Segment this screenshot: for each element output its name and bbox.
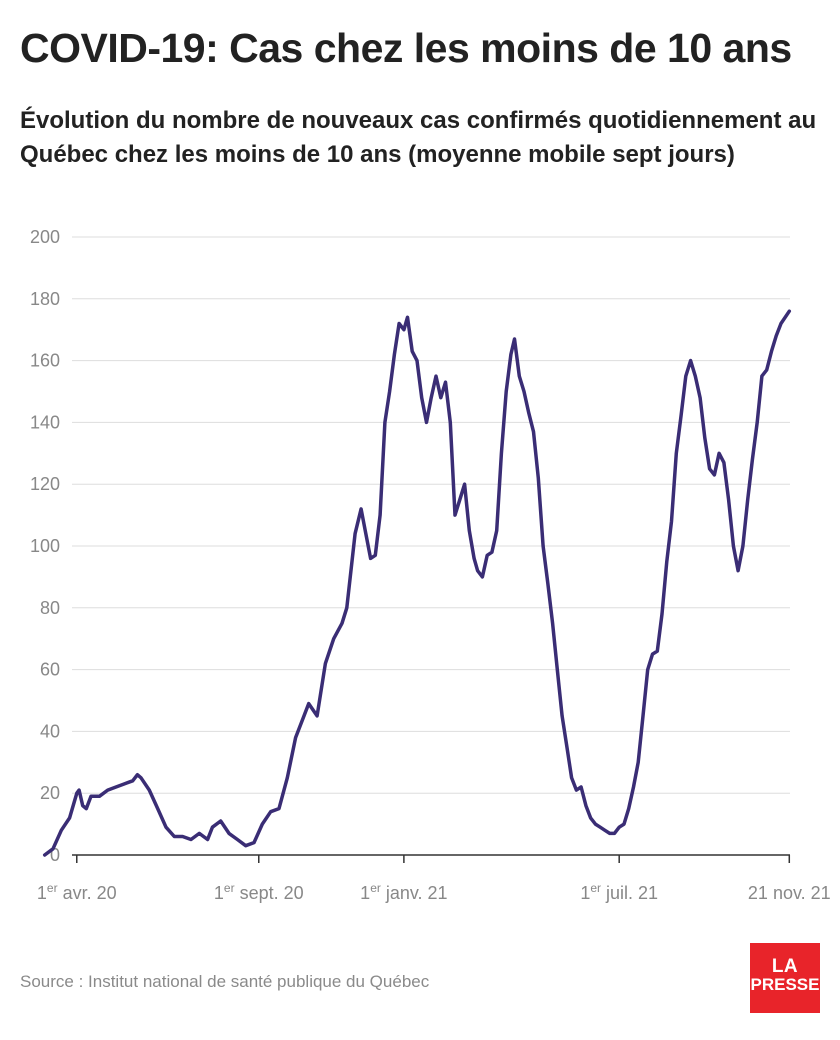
- x-tick-label: 1er sept. 20: [214, 881, 304, 903]
- x-tick-label: 1er juil. 21: [580, 881, 658, 903]
- x-tick-label: 21 nov. 21: [748, 883, 831, 903]
- y-tick-label: 180: [30, 289, 60, 309]
- y-tick-label: 140: [30, 412, 60, 432]
- x-tick-label: 1er avr. 20: [37, 881, 117, 903]
- y-tick-label: 100: [30, 536, 60, 556]
- series-layer: [42, 309, 792, 857]
- y-tick-label: 200: [30, 227, 60, 247]
- y-tick-label: 80: [40, 598, 60, 618]
- y-tick-label: 20: [40, 783, 60, 803]
- chart-title: COVID-19: Cas chez les moins de 10 ans: [20, 25, 792, 71]
- y-tick-label: 160: [30, 351, 60, 371]
- x-axis-labels: 1er avr. 20 1er sept. 20 1er janv. 21 1er j…: [37, 881, 831, 903]
- gridlines: [72, 236, 790, 794]
- y-tick-label: 0: [50, 845, 60, 865]
- la-presse-logo[interactable]: LA PRESSE: [750, 943, 820, 1013]
- chart-subtitle: Évolution du nombre de nouveaux cas conf…: [20, 107, 817, 168]
- y-tick-label: 40: [40, 721, 60, 741]
- y-tick-label: 60: [40, 660, 60, 680]
- x-tick-label: 1er janv. 21: [360, 881, 447, 903]
- series-line: [42, 309, 792, 857]
- source-note: Source : Institut national de santé publ…: [20, 972, 430, 991]
- y-tick-label: 120: [30, 474, 60, 494]
- logo-line-1: LA: [771, 956, 799, 977]
- logo-line-2: PRESSE: [750, 975, 820, 994]
- x-axis: [72, 854, 791, 863]
- y-axis-labels: 0 20 40 60 80 100 120 140 160 180 200: [30, 227, 60, 865]
